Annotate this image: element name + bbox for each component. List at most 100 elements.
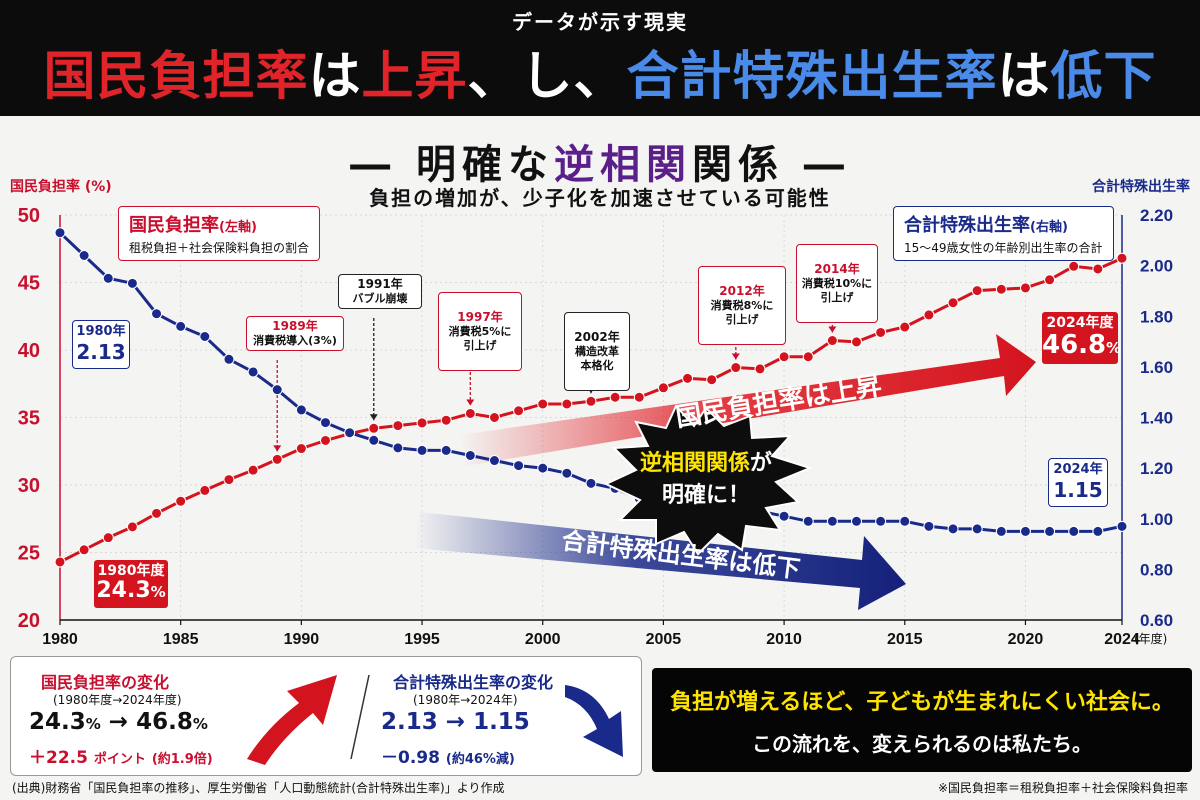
starburst-line2: 明確に！ (662, 482, 750, 508)
legend-burden-desc: 租税負担＋社会保険料負担の割合 (129, 241, 310, 255)
series-birth-point (851, 515, 862, 527)
series-burden-point (320, 434, 331, 446)
series-birth-point (416, 444, 428, 456)
series-burden-point (151, 507, 163, 519)
series-burden-point (826, 335, 838, 347)
callout-2014-year: 2014年 (814, 262, 860, 276)
series-burden-point (706, 374, 718, 386)
headline: 国民負担率は上昇、し、合計特殊出生率は低下 (0, 34, 1200, 109)
axis-ticks: 20 25 30 35 40 45 50 0.60 0.80 1.00 1.20 1.40 1.60 1.… (18, 205, 1173, 648)
callout-2012: 2012年 消費税8%に 引上げ (698, 266, 786, 345)
x-tick: 2024 (1104, 631, 1140, 648)
tag-birth-1980-label: 1980年 (76, 324, 126, 339)
y-right-tick: 1.40 (1140, 409, 1173, 428)
summary-birth-ratio: (約46%減) (445, 752, 515, 767)
y-right-tick: 2.00 (1140, 257, 1173, 276)
headline-decline: 低下 (1050, 47, 1157, 107)
callout-2014: 2014年 消費税10%に 引上げ (796, 244, 878, 323)
series-burden-point (754, 363, 766, 375)
trend-arrows (414, 334, 1036, 610)
series-burden-point (102, 532, 114, 544)
y-left-axis-title: 国民負担率 (%) (10, 179, 112, 195)
y-right-tick: 1.00 (1140, 510, 1173, 529)
definition-note: ※国民負担率＝租税負担率＋社会保険料負担率 (937, 781, 1188, 795)
series-burden-point (537, 398, 549, 410)
svg-text:逆相関関係が: 逆相関関係が (640, 450, 772, 476)
summary-burden-period: (1980年度→2024年度) (53, 693, 182, 707)
series-burden-point (971, 285, 983, 297)
series-burden-point (1092, 263, 1104, 275)
headline-rise: 上昇 (361, 47, 468, 107)
series-burden-point (875, 326, 887, 338)
series-burden-point (585, 395, 597, 407)
tag-burden-2024-value: 46.8 (1042, 330, 1107, 361)
headline-shi: 、し、 (467, 47, 627, 107)
series-birth-point (464, 449, 476, 461)
header-kicker: データが示す現実 (512, 10, 688, 34)
x-tick: 1990 (284, 631, 320, 648)
summary-box: 国民負担率の変化 (1980年度→2024年度) 24.3% → 46.8% ＋… (10, 656, 642, 776)
legend-burden-title: 国民負担率 (129, 215, 219, 236)
divider-slash (350, 674, 370, 760)
callout-1991-year: 1991年 (357, 277, 403, 291)
series-burden-point (1068, 260, 1080, 272)
callout-1997: 1997年 消費税5%に 引上げ (438, 292, 522, 371)
series-birth-point (151, 308, 163, 320)
y-right-tick: 2.20 (1140, 206, 1173, 225)
y-left-tick: 40 (18, 340, 40, 362)
series-birth-point (102, 272, 114, 284)
series-birth-point (295, 404, 307, 416)
summary-birth-to: 1.15 (473, 709, 530, 735)
y-right-tick: 1.60 (1140, 358, 1173, 377)
series-birth-point (561, 467, 573, 479)
arrow-down-label: 合計特殊出生率は低下 (560, 527, 802, 584)
series-birth-point (947, 523, 959, 535)
down-arrow-icon (565, 685, 623, 757)
callout-2002-text: 構造改革 本格化 (575, 345, 619, 372)
series-burden-point (513, 405, 525, 417)
series-burden-point (295, 443, 307, 455)
series-birth-point (271, 384, 283, 396)
series-birth-point (971, 523, 983, 535)
series-birth-point (126, 277, 138, 289)
y-right-tick: 0.80 (1140, 560, 1173, 579)
summary-burden-arrow: → (108, 709, 129, 735)
series-birth-point (1019, 525, 1031, 537)
series-birth-point (875, 515, 887, 527)
callout-2014-text: 消費税10%に 引上げ (801, 277, 873, 304)
callout-1991: 1991年 バブル崩壊 (338, 274, 422, 309)
y-left-tick: 30 (18, 475, 40, 497)
headline-burden: 国民負担率 (43, 47, 309, 107)
series-burden-point (851, 336, 862, 348)
callout-2002: 2002年 構造改革 本格化 (564, 312, 630, 391)
series-birth-point (440, 444, 452, 456)
x-tick: 1985 (163, 631, 199, 648)
series-burden-point (947, 297, 959, 309)
callout-leader-head (273, 445, 282, 452)
x-tick: 2015 (887, 631, 923, 648)
callout-1989: 1989年 消費税導入(3%) (246, 316, 344, 351)
summary-burden-title: 国民負担率の変化 (41, 673, 170, 692)
series-burden-point (416, 417, 428, 429)
series-birth-point (78, 250, 90, 261)
callout-2012-year: 2012年 (719, 284, 765, 298)
series-burden-point (778, 351, 790, 363)
tag-burden-2024: 2024年度 46.8% (1042, 312, 1121, 364)
summary-burden-values: 24.3% → 46.8% (29, 709, 208, 735)
series-burden-point (1044, 274, 1056, 286)
summary-burden-diff-unit: ポイント (93, 752, 146, 767)
series-burden-point (561, 398, 573, 410)
callout-1989-text: 消費税導入(3%) (253, 334, 337, 347)
summary-burden-ratio: (約1.9倍) (151, 752, 213, 767)
series-burden-point (271, 453, 283, 465)
series-burden-point (54, 556, 66, 568)
series-burden-point (802, 351, 814, 363)
series-birth-point (1116, 520, 1128, 532)
series-birth-point (1044, 525, 1056, 537)
series-burden-point (488, 412, 500, 423)
legend-birth-axis: (右軸) (1030, 220, 1068, 235)
series-burden-point (368, 422, 380, 434)
summary-birth-from: 2.13 (381, 709, 438, 735)
y-left-tick: 20 (18, 610, 40, 632)
series-birth-point (223, 353, 235, 365)
